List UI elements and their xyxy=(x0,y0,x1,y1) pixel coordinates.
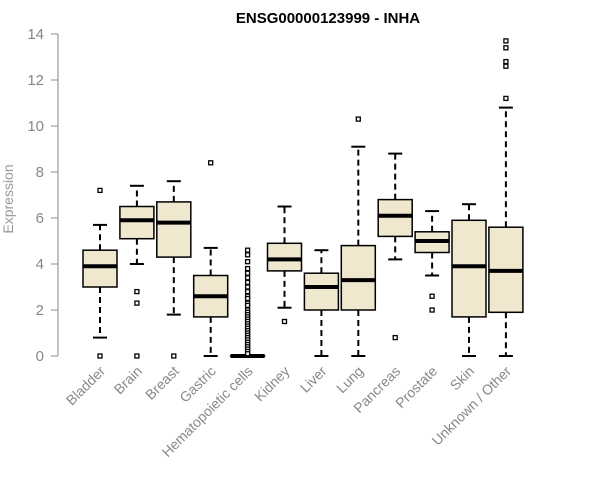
outlier-point xyxy=(503,63,509,69)
y-axis: 0 2 4 6 8 10 12 14 xyxy=(27,26,59,365)
y-tick-label: 6 xyxy=(36,210,44,227)
x-tick-label: Breast xyxy=(142,363,182,403)
outlier-point xyxy=(134,300,140,306)
outlier-point xyxy=(244,252,251,258)
box-iqr xyxy=(156,201,192,258)
outlier-point xyxy=(244,284,251,290)
outlier-point xyxy=(97,353,103,359)
outlier-point xyxy=(355,116,361,122)
box-unknown-other xyxy=(488,38,524,357)
box-liver xyxy=(303,249,340,357)
y-tick-label: 12 xyxy=(27,72,44,89)
x-tick-label: Liver xyxy=(297,363,330,396)
box-prostate xyxy=(414,210,450,313)
x-tick-label: Brain xyxy=(111,363,145,397)
outlier-point xyxy=(244,259,251,265)
outlier-point xyxy=(244,265,251,272)
box-iqr xyxy=(451,219,487,318)
outlier-point xyxy=(503,58,509,65)
outlier-point xyxy=(244,302,251,309)
box-hematopoietic-cells xyxy=(229,247,266,358)
outlier-point xyxy=(429,293,435,299)
outlier-point xyxy=(392,334,398,341)
x-tick-label: Lung xyxy=(333,363,366,396)
y-tick-label: 4 xyxy=(36,256,44,273)
outlier-point xyxy=(244,351,251,357)
outlier-point xyxy=(429,307,435,313)
box-iqr xyxy=(82,249,118,288)
box-lung xyxy=(340,116,377,357)
outlier-point xyxy=(97,187,103,194)
x-tick-label: Prostate xyxy=(392,363,440,411)
y-tick-label: 0 xyxy=(36,348,44,365)
outlier-point xyxy=(244,247,251,253)
y-tick-label: 10 xyxy=(27,118,44,135)
outlier-point xyxy=(503,38,509,44)
outlier-point xyxy=(244,295,251,302)
outlier-point xyxy=(503,95,509,102)
box-iqr xyxy=(303,272,340,311)
y-tick-label: 14 xyxy=(27,26,44,43)
box-iqr xyxy=(266,242,303,272)
outlier-point xyxy=(208,160,214,166)
box-pancreas xyxy=(377,152,413,341)
box-iqr xyxy=(340,244,377,311)
box-breast xyxy=(156,180,192,359)
box-gastric xyxy=(192,160,229,357)
outlier-point xyxy=(244,279,251,286)
outlier-point xyxy=(244,288,251,295)
outlier-point xyxy=(281,318,288,325)
y-tick-label: 2 xyxy=(36,302,44,319)
box-brain xyxy=(119,184,155,359)
outlier-point xyxy=(244,270,251,276)
x-tick-label: Skin xyxy=(447,363,478,394)
outlier-point xyxy=(134,288,140,295)
y-axis-label: Expression xyxy=(0,164,16,233)
x-tick-label: Bladder xyxy=(63,363,109,409)
x-tick-label: Kidney xyxy=(251,363,293,405)
boxes-layer xyxy=(82,38,524,359)
outlier-point xyxy=(134,353,140,359)
y-tick-label: 8 xyxy=(36,164,44,181)
box-kidney xyxy=(266,205,303,325)
chart-title: ENSG00000123999 - INHA xyxy=(236,10,420,27)
outlier-point xyxy=(171,353,177,359)
box-iqr xyxy=(119,205,155,240)
outlier-point xyxy=(503,45,509,51)
box-skin xyxy=(451,203,487,357)
outlier-point xyxy=(244,275,251,281)
box-bladder xyxy=(82,187,118,359)
box-iqr xyxy=(377,198,413,238)
